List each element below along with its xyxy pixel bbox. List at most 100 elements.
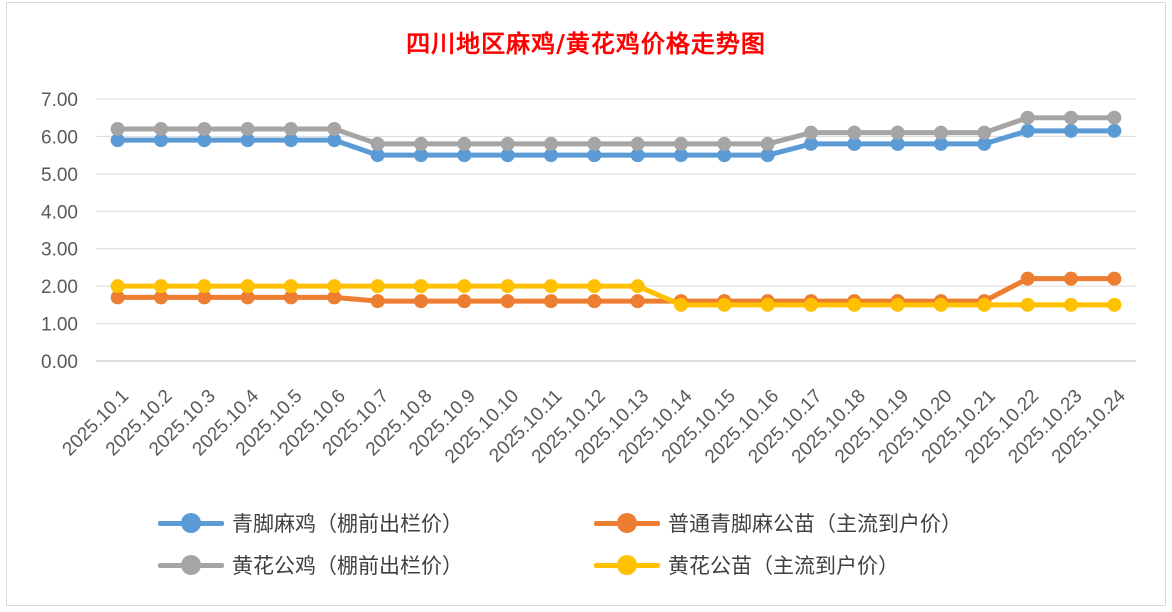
data-point xyxy=(197,121,212,136)
legend-swatch xyxy=(158,513,224,533)
series-line xyxy=(115,115,1117,147)
data-point xyxy=(457,294,472,309)
data-point xyxy=(1020,297,1035,312)
legend-label: 黄花公鸡（棚前出栏价） xyxy=(232,554,463,578)
data-point xyxy=(630,136,645,151)
data-point xyxy=(327,121,342,136)
y-tick-label: 0.00 xyxy=(41,352,78,373)
data-point xyxy=(414,279,428,294)
data-point xyxy=(1064,297,1078,312)
data-point xyxy=(370,294,385,309)
data-point xyxy=(544,294,558,309)
data-point xyxy=(370,148,385,163)
series-line xyxy=(115,128,1117,158)
legend-item-qingjiao-maji: 青脚麻鸡（棚前出栏价） xyxy=(158,508,463,538)
data-point xyxy=(500,279,515,294)
data-point xyxy=(934,136,948,151)
legend-label: 青脚麻鸡（棚前出栏价） xyxy=(232,512,463,536)
data-point xyxy=(240,290,255,305)
data-point xyxy=(284,121,298,136)
data-point xyxy=(197,290,212,305)
data-point xyxy=(414,148,428,163)
data-point xyxy=(197,133,212,148)
data-point xyxy=(110,290,125,305)
y-tick-label: 6.00 xyxy=(41,127,78,148)
data-point xyxy=(804,136,818,151)
data-point xyxy=(154,290,168,305)
data-point xyxy=(370,279,385,294)
data-point xyxy=(847,297,862,312)
y-tick-label: 7.00 xyxy=(41,90,78,111)
data-point xyxy=(977,136,992,151)
legend-label: 普通青脚麻公苗（主流到户价） xyxy=(668,512,962,536)
data-point xyxy=(630,148,645,163)
data-point xyxy=(587,279,602,294)
data-point xyxy=(544,148,558,163)
y-tick-label: 2.00 xyxy=(41,277,78,298)
data-point xyxy=(240,121,255,136)
data-point xyxy=(457,279,472,294)
data-point xyxy=(1020,110,1035,125)
data-point xyxy=(717,148,732,163)
data-point xyxy=(890,297,905,312)
data-point xyxy=(110,121,125,136)
data-point xyxy=(414,294,428,309)
data-point xyxy=(110,133,125,148)
data-point xyxy=(1064,271,1078,286)
data-point xyxy=(717,297,732,312)
data-point xyxy=(457,148,472,163)
data-point xyxy=(457,136,472,151)
data-point xyxy=(240,279,255,294)
data-point xyxy=(197,279,212,294)
series-line xyxy=(115,283,1117,308)
series-line xyxy=(115,276,1117,304)
data-point xyxy=(544,279,558,294)
data-point xyxy=(327,290,342,305)
data-point xyxy=(760,148,775,163)
chart-title: 四川地区麻鸡/黄花鸡价格走势图 xyxy=(406,29,766,58)
data-point xyxy=(284,290,298,305)
data-point xyxy=(1107,271,1122,286)
data-point xyxy=(1064,123,1078,138)
data-point xyxy=(240,133,255,148)
legend-label: 黄花公苗（主流到户价） xyxy=(668,554,899,578)
data-point xyxy=(587,148,602,163)
data-point xyxy=(154,121,168,136)
data-point xyxy=(977,125,992,140)
data-point xyxy=(370,136,385,151)
data-point xyxy=(500,294,515,309)
data-point xyxy=(1107,123,1122,138)
data-point xyxy=(977,297,992,312)
legend-swatch xyxy=(594,555,660,575)
data-point xyxy=(760,297,775,312)
data-point xyxy=(630,294,645,309)
data-point xyxy=(674,136,688,151)
data-point xyxy=(414,136,428,151)
data-point xyxy=(630,279,645,294)
data-point xyxy=(500,136,515,151)
data-point xyxy=(500,148,515,163)
data-point xyxy=(804,125,818,140)
data-point xyxy=(284,133,298,148)
data-point xyxy=(890,136,905,151)
data-point xyxy=(717,136,732,151)
data-point xyxy=(154,133,168,148)
y-tick-label: 5.00 xyxy=(41,165,78,186)
data-point xyxy=(674,148,688,163)
legend-item-huanghua-gongmiao: 黄花公苗（主流到户价） xyxy=(594,550,899,580)
legend-item-huanghua-gongji: 黄花公鸡（棚前出栏价） xyxy=(158,550,463,580)
data-point xyxy=(1107,297,1122,312)
data-point xyxy=(327,279,342,294)
data-point xyxy=(674,297,688,312)
y-tick-label: 4.00 xyxy=(41,202,78,223)
legend-swatch xyxy=(158,555,224,575)
data-point xyxy=(154,279,168,294)
data-point xyxy=(934,125,948,140)
data-point xyxy=(1020,123,1035,138)
data-point xyxy=(587,294,602,309)
legend-item-putong-gongmiao: 普通青脚麻公苗（主流到户价） xyxy=(594,508,962,538)
data-point xyxy=(804,297,818,312)
data-point xyxy=(587,136,602,151)
data-point xyxy=(1064,110,1078,125)
